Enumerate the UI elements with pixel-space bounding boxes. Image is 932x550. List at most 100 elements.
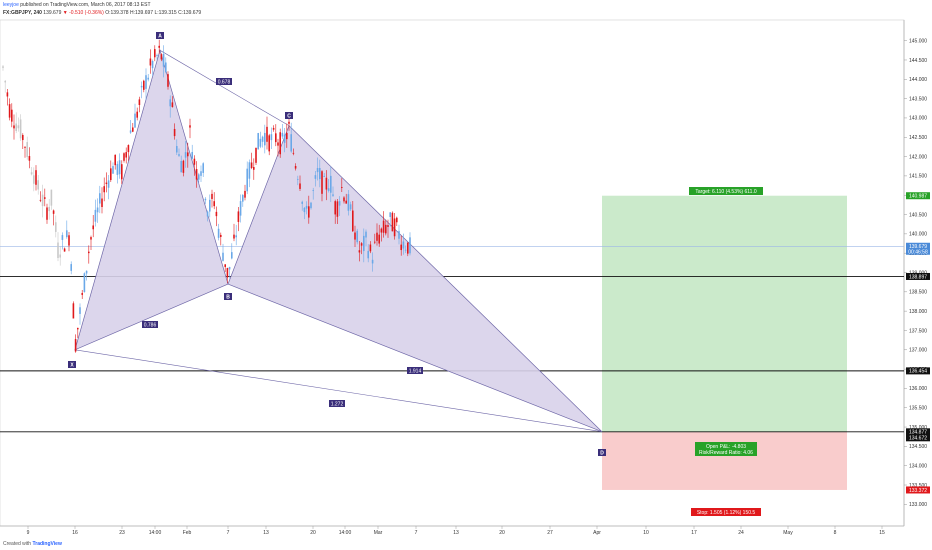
price-tick-label: 138.000 bbox=[909, 309, 927, 315]
time-tick-label: Mar bbox=[374, 530, 383, 536]
point-a-label[interactable]: A bbox=[156, 32, 164, 40]
loss-zone[interactable] bbox=[602, 431, 847, 490]
author-link[interactable]: leeyjoe bbox=[3, 2, 19, 8]
candle-body bbox=[294, 166, 297, 169]
chart-footer: Created with TradingView bbox=[3, 540, 62, 548]
candle-body bbox=[398, 231, 400, 239]
candle-body bbox=[145, 75, 147, 89]
pattern-triangle-bcd[interactable] bbox=[227, 125, 603, 433]
candle-body bbox=[308, 206, 310, 218]
candle-body bbox=[391, 212, 394, 232]
candle-body bbox=[112, 166, 114, 174]
candle-body bbox=[209, 199, 211, 212]
candle-body bbox=[206, 211, 209, 217]
axis-label-entry-lower-text: 134.672 bbox=[909, 436, 927, 442]
candle-body bbox=[354, 232, 356, 240]
price-tick-label: 143.500 bbox=[909, 96, 927, 102]
candle-body bbox=[316, 168, 319, 173]
pattern-triangle-xab[interactable] bbox=[74, 49, 229, 351]
ratio-bd-text: 1.914 bbox=[409, 369, 422, 375]
candle-body bbox=[176, 146, 178, 153]
ratio-ac-text: 0.678 bbox=[218, 80, 231, 86]
time-tick-label: 14:00 bbox=[149, 530, 162, 536]
candle-body bbox=[407, 242, 409, 254]
candle-body bbox=[132, 127, 134, 132]
candle-body bbox=[272, 127, 275, 130]
candle-body bbox=[299, 183, 301, 189]
candle-body bbox=[85, 270, 88, 274]
candle-body bbox=[288, 121, 290, 124]
axis-label-entry: 134.877 134.672 bbox=[906, 428, 930, 442]
candle-body bbox=[226, 268, 229, 278]
candle-body bbox=[319, 167, 321, 180]
price-tick-label: 142.500 bbox=[909, 135, 927, 141]
time-tick-label: 14:00 bbox=[339, 530, 352, 536]
candle-body bbox=[255, 147, 257, 163]
candle-body bbox=[305, 205, 308, 209]
point-b-label[interactable]: B bbox=[224, 293, 232, 301]
candle-body bbox=[156, 55, 158, 56]
candle-body bbox=[118, 160, 121, 175]
candle-body bbox=[26, 142, 28, 158]
price-tick-label: 144.500 bbox=[909, 58, 927, 64]
candle-body bbox=[134, 113, 136, 128]
candle-body bbox=[143, 80, 145, 90]
candle-body bbox=[46, 207, 48, 220]
candle-body bbox=[116, 163, 119, 175]
candle-body bbox=[17, 125, 20, 129]
candle-body bbox=[165, 62, 167, 73]
candle-body bbox=[127, 145, 130, 153]
candle-body bbox=[389, 212, 391, 217]
candle-body bbox=[77, 327, 79, 330]
candle-body bbox=[314, 175, 317, 179]
candle-body bbox=[215, 211, 218, 217]
price-tick-label: 136.000 bbox=[909, 386, 927, 392]
point-d-label[interactable]: D bbox=[598, 449, 606, 457]
candle-body bbox=[184, 152, 187, 158]
candle-body bbox=[94, 209, 97, 222]
target-label[interactable]: Target: 6.110 (4.53%) 611.0 bbox=[689, 187, 763, 195]
candle-body bbox=[286, 132, 288, 140]
candle-body bbox=[385, 224, 387, 234]
candle-body bbox=[101, 198, 103, 207]
candle-body bbox=[154, 49, 156, 58]
axis-label-target: 140.987 bbox=[906, 192, 930, 200]
candle-body bbox=[380, 228, 383, 233]
candle-body bbox=[235, 235, 237, 238]
price-tick-label: 142.000 bbox=[909, 154, 927, 160]
price-change: ▼ -0.510 (-0.36%) bbox=[62, 10, 104, 16]
tradingview-logo[interactable]: TradingView bbox=[32, 541, 62, 547]
axis-label-target-text: 140.987 bbox=[909, 194, 927, 200]
candle-body bbox=[365, 231, 367, 238]
candle-body bbox=[4, 80, 6, 83]
candle-body bbox=[160, 54, 163, 60]
candle-body bbox=[356, 230, 358, 243]
candle-body bbox=[281, 132, 284, 137]
time-axis[interactable]: 9 16 23 14:00 Feb 7 13 20 14:00 Mar 7 13 20 27 Apr 10 17… bbox=[27, 526, 885, 536]
stop-label[interactable]: Stop: 1.505 (1.12%) 150.5 bbox=[691, 508, 761, 516]
profit-zone[interactable] bbox=[602, 195, 847, 432]
candle-body bbox=[180, 160, 182, 173]
candle-body bbox=[39, 199, 42, 201]
candle-body bbox=[290, 134, 292, 152]
candle-body bbox=[341, 187, 343, 188]
axis-label-stop: 133.372 bbox=[906, 486, 930, 494]
point-x-label[interactable]: X bbox=[68, 361, 76, 369]
ratio-xb-label: 0.786 bbox=[142, 321, 158, 329]
candle-body bbox=[382, 220, 385, 233]
ratio-xd-text: 1.272 bbox=[331, 402, 344, 408]
ratio-xd-label: 1.272 bbox=[329, 400, 345, 408]
point-c-label[interactable]: C bbox=[285, 112, 293, 120]
candle-body bbox=[37, 180, 39, 190]
published-text: published on TradingView.com, March 06, … bbox=[20, 2, 151, 8]
candle-body bbox=[358, 250, 361, 253]
candle-body bbox=[409, 237, 411, 254]
candle-body bbox=[99, 193, 101, 204]
candle-body bbox=[334, 201, 336, 215]
axis-label-hline-1-text: 138.897 bbox=[909, 274, 927, 280]
candle-body bbox=[220, 234, 222, 237]
pnl-label[interactable]: Open P&L: -4.803 Risk/Reward Ratio: 4.06 bbox=[695, 442, 757, 456]
candle-body bbox=[35, 170, 37, 185]
price-tick-label: 133.500 bbox=[909, 483, 927, 489]
